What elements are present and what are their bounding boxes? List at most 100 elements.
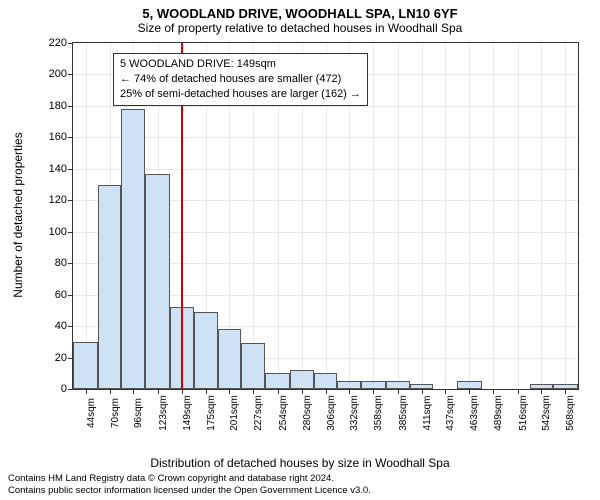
footer-attribution: Contains HM Land Registry data © Crown c… xyxy=(8,473,592,496)
y-tick-mark xyxy=(68,263,73,264)
histogram-bar xyxy=(530,384,554,389)
y-tick-label: 100 xyxy=(32,226,73,238)
histogram-bar xyxy=(290,370,314,389)
x-tick-label: 123sqm xyxy=(158,395,169,431)
x-tick-label: 96sqm xyxy=(133,398,144,428)
title-secondary: Size of property relative to detached ho… xyxy=(0,21,600,37)
y-tick-label: 0 xyxy=(32,383,73,395)
grid-line-vertical xyxy=(518,43,519,389)
histogram-bar xyxy=(337,381,361,389)
histogram-bar xyxy=(98,185,122,389)
histogram-bar xyxy=(361,381,386,389)
y-tick-mark xyxy=(68,389,73,390)
x-tick-mark xyxy=(253,389,254,394)
x-tick-label: 306sqm xyxy=(326,395,337,431)
chart-container: 5, WOODLAND DRIVE, WOODHALL SPA, LN10 6Y… xyxy=(0,0,600,500)
histogram-bar xyxy=(457,381,482,389)
x-tick-label: 516sqm xyxy=(518,395,529,431)
grid-line-vertical xyxy=(541,43,542,389)
histogram-bar xyxy=(241,343,265,389)
histogram-bar xyxy=(73,342,98,389)
x-tick-label: 542sqm xyxy=(541,395,552,431)
histogram-bar xyxy=(553,384,578,389)
histogram-bar xyxy=(410,384,434,389)
y-tick-mark xyxy=(68,43,73,44)
y-tick-mark xyxy=(68,169,73,170)
x-tick-mark xyxy=(229,389,230,394)
info-line-2: ← 74% of detached houses are smaller (47… xyxy=(120,72,361,87)
info-line-1: 5 WOODLAND DRIVE: 149sqm xyxy=(120,57,361,72)
x-tick-mark xyxy=(158,389,159,394)
y-tick-label: 40 xyxy=(32,320,73,332)
x-tick-mark xyxy=(422,389,423,394)
x-tick-mark xyxy=(518,389,519,394)
x-tick-label: 175sqm xyxy=(206,395,217,431)
x-tick-label: 568sqm xyxy=(565,395,576,431)
grid-line-vertical xyxy=(422,43,423,389)
y-tick-mark xyxy=(68,74,73,75)
grid-line-vertical xyxy=(565,43,566,389)
x-tick-label: 227sqm xyxy=(253,395,264,431)
grid-line-vertical xyxy=(469,43,470,389)
grid-line-vertical xyxy=(86,43,87,389)
x-tick-label: 411sqm xyxy=(422,396,433,431)
x-tick-mark xyxy=(398,389,399,394)
x-tick-label: 149sqm xyxy=(182,395,193,431)
y-tick-label: 60 xyxy=(32,289,73,301)
y-tick-label: 160 xyxy=(32,131,73,143)
x-tick-label: 254sqm xyxy=(278,395,289,431)
x-tick-label: 437sqm xyxy=(445,395,456,431)
y-tick-label: 180 xyxy=(32,100,73,112)
grid-line-vertical xyxy=(493,43,494,389)
y-tick-mark xyxy=(68,232,73,233)
x-tick-mark xyxy=(565,389,566,394)
y-tick-mark xyxy=(68,200,73,201)
histogram-bar xyxy=(121,109,145,389)
y-tick-label: 200 xyxy=(32,68,73,80)
grid-line-vertical xyxy=(373,43,374,389)
info-line-3: 25% of semi-detached houses are larger (… xyxy=(120,87,361,102)
x-tick-label: 44sqm xyxy=(86,398,97,428)
x-tick-label: 385sqm xyxy=(398,395,409,431)
x-tick-mark xyxy=(133,389,134,394)
x-tick-mark xyxy=(110,389,111,394)
x-tick-mark xyxy=(206,389,207,394)
x-tick-mark xyxy=(86,389,87,394)
x-tick-label: 280sqm xyxy=(302,395,313,431)
x-tick-mark xyxy=(326,389,327,394)
x-tick-label: 358sqm xyxy=(373,395,384,431)
x-tick-mark xyxy=(541,389,542,394)
y-tick-mark xyxy=(68,326,73,327)
x-tick-mark xyxy=(278,389,279,394)
histogram-bar xyxy=(314,373,338,389)
grid-line-vertical xyxy=(398,43,399,389)
x-tick-label: 332sqm xyxy=(349,395,360,431)
y-tick-mark xyxy=(68,137,73,138)
histogram-bar xyxy=(218,329,242,389)
grid-line-vertical xyxy=(445,43,446,389)
x-tick-mark xyxy=(469,389,470,394)
footer-line-2: Contains public sector information licen… xyxy=(8,485,592,496)
x-tick-mark xyxy=(182,389,183,394)
histogram-bar xyxy=(194,312,218,389)
histogram-bar xyxy=(386,381,410,389)
x-tick-label: 201sqm xyxy=(229,395,240,431)
x-tick-mark xyxy=(349,389,350,394)
x-tick-mark xyxy=(493,389,494,394)
x-axis-label: Distribution of detached houses by size … xyxy=(0,456,600,470)
y-tick-mark xyxy=(68,106,73,107)
x-tick-mark xyxy=(373,389,374,394)
y-tick-mark xyxy=(68,295,73,296)
x-tick-label: 70sqm xyxy=(110,398,121,428)
y-tick-label: 80 xyxy=(32,257,73,269)
y-axis-label: Number of detached properties xyxy=(11,132,25,297)
histogram-bar xyxy=(265,373,290,389)
plot-area: 02040608010012014016018020022044sqm70sqm… xyxy=(72,42,579,390)
footer-line-1: Contains HM Land Registry data © Crown c… xyxy=(8,473,592,484)
y-tick-label: 140 xyxy=(32,163,73,175)
x-tick-label: 489sqm xyxy=(493,395,504,431)
x-tick-label: 463sqm xyxy=(469,395,480,431)
histogram-bar xyxy=(145,174,170,389)
x-tick-mark xyxy=(445,389,446,394)
info-box: 5 WOODLAND DRIVE: 149sqm ← 74% of detach… xyxy=(113,53,368,106)
